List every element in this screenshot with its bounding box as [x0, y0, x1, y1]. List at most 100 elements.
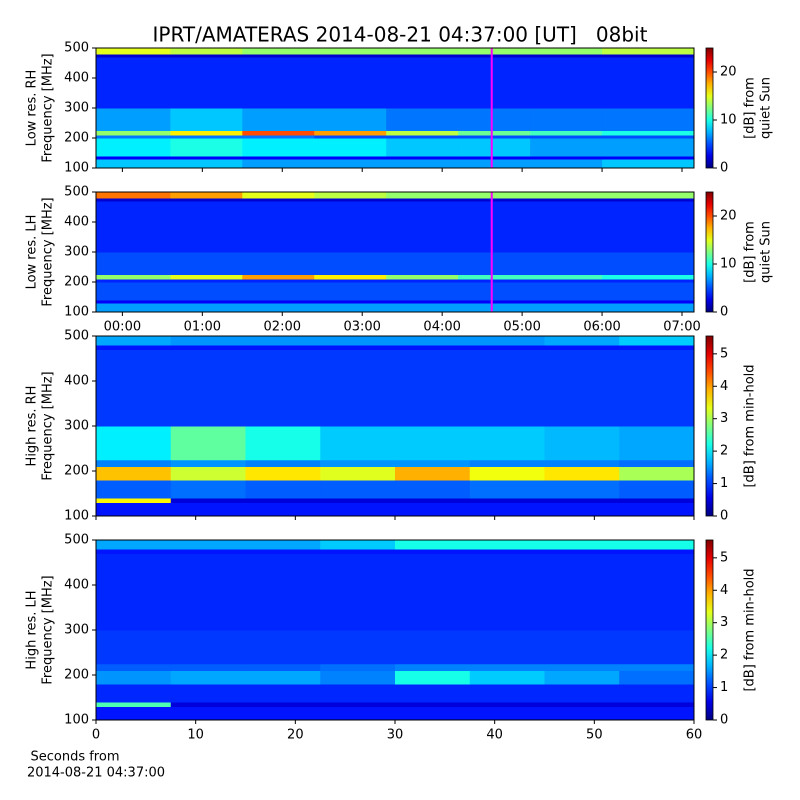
- heatmap-cell: [170, 480, 246, 499]
- heatmap-cell: [386, 108, 459, 131]
- heatmap-cell: [170, 303, 243, 313]
- heatmap-cell: [602, 130, 695, 136]
- y-tick-label: 300: [64, 101, 89, 116]
- heatmap-cell: [96, 282, 171, 301]
- heatmap-cell: [170, 300, 243, 304]
- heatmap-cell: [242, 252, 315, 275]
- heatmap-cell: [386, 135, 459, 139]
- heatmap-cell: [544, 426, 620, 461]
- heatmap-cell: [395, 630, 471, 665]
- heatmap-cell: [469, 459, 545, 467]
- heatmap-cell: [530, 57, 603, 109]
- heatmap-cell: [469, 336, 545, 346]
- heatmap-cell: [544, 480, 620, 499]
- y-tick-label: 200: [64, 275, 89, 290]
- heatmap-cell: [386, 192, 459, 199]
- heatmap-cell: [458, 135, 531, 139]
- heatmap-cell: [395, 540, 471, 550]
- heatmap-cell: [530, 138, 603, 157]
- heatmap-cell: [96, 274, 171, 280]
- heatmap-cell: [96, 553, 172, 631]
- colorbar-tick-label: 0: [720, 305, 728, 320]
- heatmap-cell: [395, 670, 471, 685]
- heatmap-cell: [314, 279, 387, 283]
- x-tick-label: 01:00: [184, 320, 221, 335]
- heatmap-cell: [395, 663, 471, 671]
- heatmap-cell: [245, 684, 321, 703]
- heatmap-cell: [530, 282, 603, 301]
- heatmap-cell: [96, 684, 172, 703]
- x-tick-label: 20: [287, 728, 304, 743]
- heatmap-cell: [245, 498, 321, 503]
- heatmap-cell: [458, 138, 531, 157]
- heatmap-cell: [458, 198, 531, 202]
- heatmap-cell: [170, 670, 246, 685]
- heatmap-cell: [469, 706, 545, 721]
- heatmap-cell: [530, 303, 603, 313]
- heatmap-cell: [170, 663, 246, 671]
- x-axis-label: 2014-08-21 04:37:00: [27, 766, 165, 781]
- heatmap-cell: [458, 130, 531, 136]
- heatmap-cell: [96, 540, 172, 550]
- heatmap-cell: [602, 135, 695, 139]
- heatmap-cell: [170, 198, 243, 202]
- heatmap-cell: [314, 252, 387, 275]
- y-tick-label: 200: [64, 464, 89, 479]
- heatmap-cell: [530, 201, 603, 253]
- heatmap-cell: [170, 138, 243, 157]
- heatmap-cell: [170, 345, 246, 350]
- heatmap-cell: [544, 336, 620, 346]
- heatmap-cell: [386, 279, 459, 283]
- heatmap-cell: [530, 135, 603, 139]
- heatmap-cell: [544, 684, 620, 703]
- colorbar-label: [dB] from: [743, 77, 758, 139]
- heatmap-cell: [242, 135, 315, 139]
- heatmap-cell: [170, 54, 243, 58]
- y-tick-label: 200: [64, 131, 89, 146]
- heatmap-cell: [386, 198, 459, 202]
- heatmap-cell: [96, 198, 171, 202]
- colorbar-label: quiet Sun: [759, 221, 774, 283]
- y-tick-label: 100: [64, 509, 89, 524]
- heatmap-cell: [544, 706, 620, 721]
- heatmap-cell: [619, 502, 695, 517]
- x-tick-label: 50: [586, 728, 603, 743]
- x-tick-label: 30: [387, 728, 404, 743]
- heatmap-cell: [170, 57, 243, 109]
- heatmap-cell: [619, 663, 695, 671]
- heatmap-cell: [170, 498, 246, 503]
- heatmap-cell: [320, 702, 396, 707]
- colorbar-tick-label: 5: [720, 550, 728, 565]
- colorbar-tick-label: 1: [720, 476, 728, 491]
- heatmap-cell: [245, 345, 321, 350]
- heatmap-cell: [320, 336, 396, 346]
- heatmap-cell: [96, 192, 171, 199]
- heatmap-cell: [469, 540, 545, 550]
- heatmap-cell: [619, 540, 695, 550]
- heatmap-cell: [386, 54, 459, 58]
- heatmap-cell: [619, 630, 695, 665]
- heatmap-cell: [395, 426, 471, 461]
- heatmap-cell: [469, 466, 545, 481]
- heatmap-cell: [96, 459, 172, 467]
- heatmap-cell: [619, 549, 695, 554]
- heatmap-cell: [320, 670, 396, 685]
- heatmap-cell: [242, 192, 315, 199]
- heatmap-cell: [245, 553, 321, 631]
- y-tick-label: 200: [64, 668, 89, 683]
- heatmap-cell: [170, 459, 246, 467]
- heatmap-cell: [395, 336, 471, 346]
- y-tick-label: 100: [64, 305, 89, 320]
- heatmap-cell: [96, 108, 171, 131]
- y-tick-label: 100: [64, 161, 89, 176]
- heatmap-cell: [96, 349, 172, 427]
- heatmap-cell: [96, 57, 171, 109]
- heatmap-cell: [469, 426, 545, 461]
- heatmap-cell: [96, 345, 172, 350]
- colorbar-tick-label: 20: [720, 65, 737, 80]
- heatmap-cell: [96, 706, 172, 721]
- x-tick-label: 00:00: [104, 320, 141, 335]
- x-tick-label: 10: [187, 728, 204, 743]
- heatmap-cell: [544, 670, 620, 685]
- heatmap-cell: [314, 138, 387, 157]
